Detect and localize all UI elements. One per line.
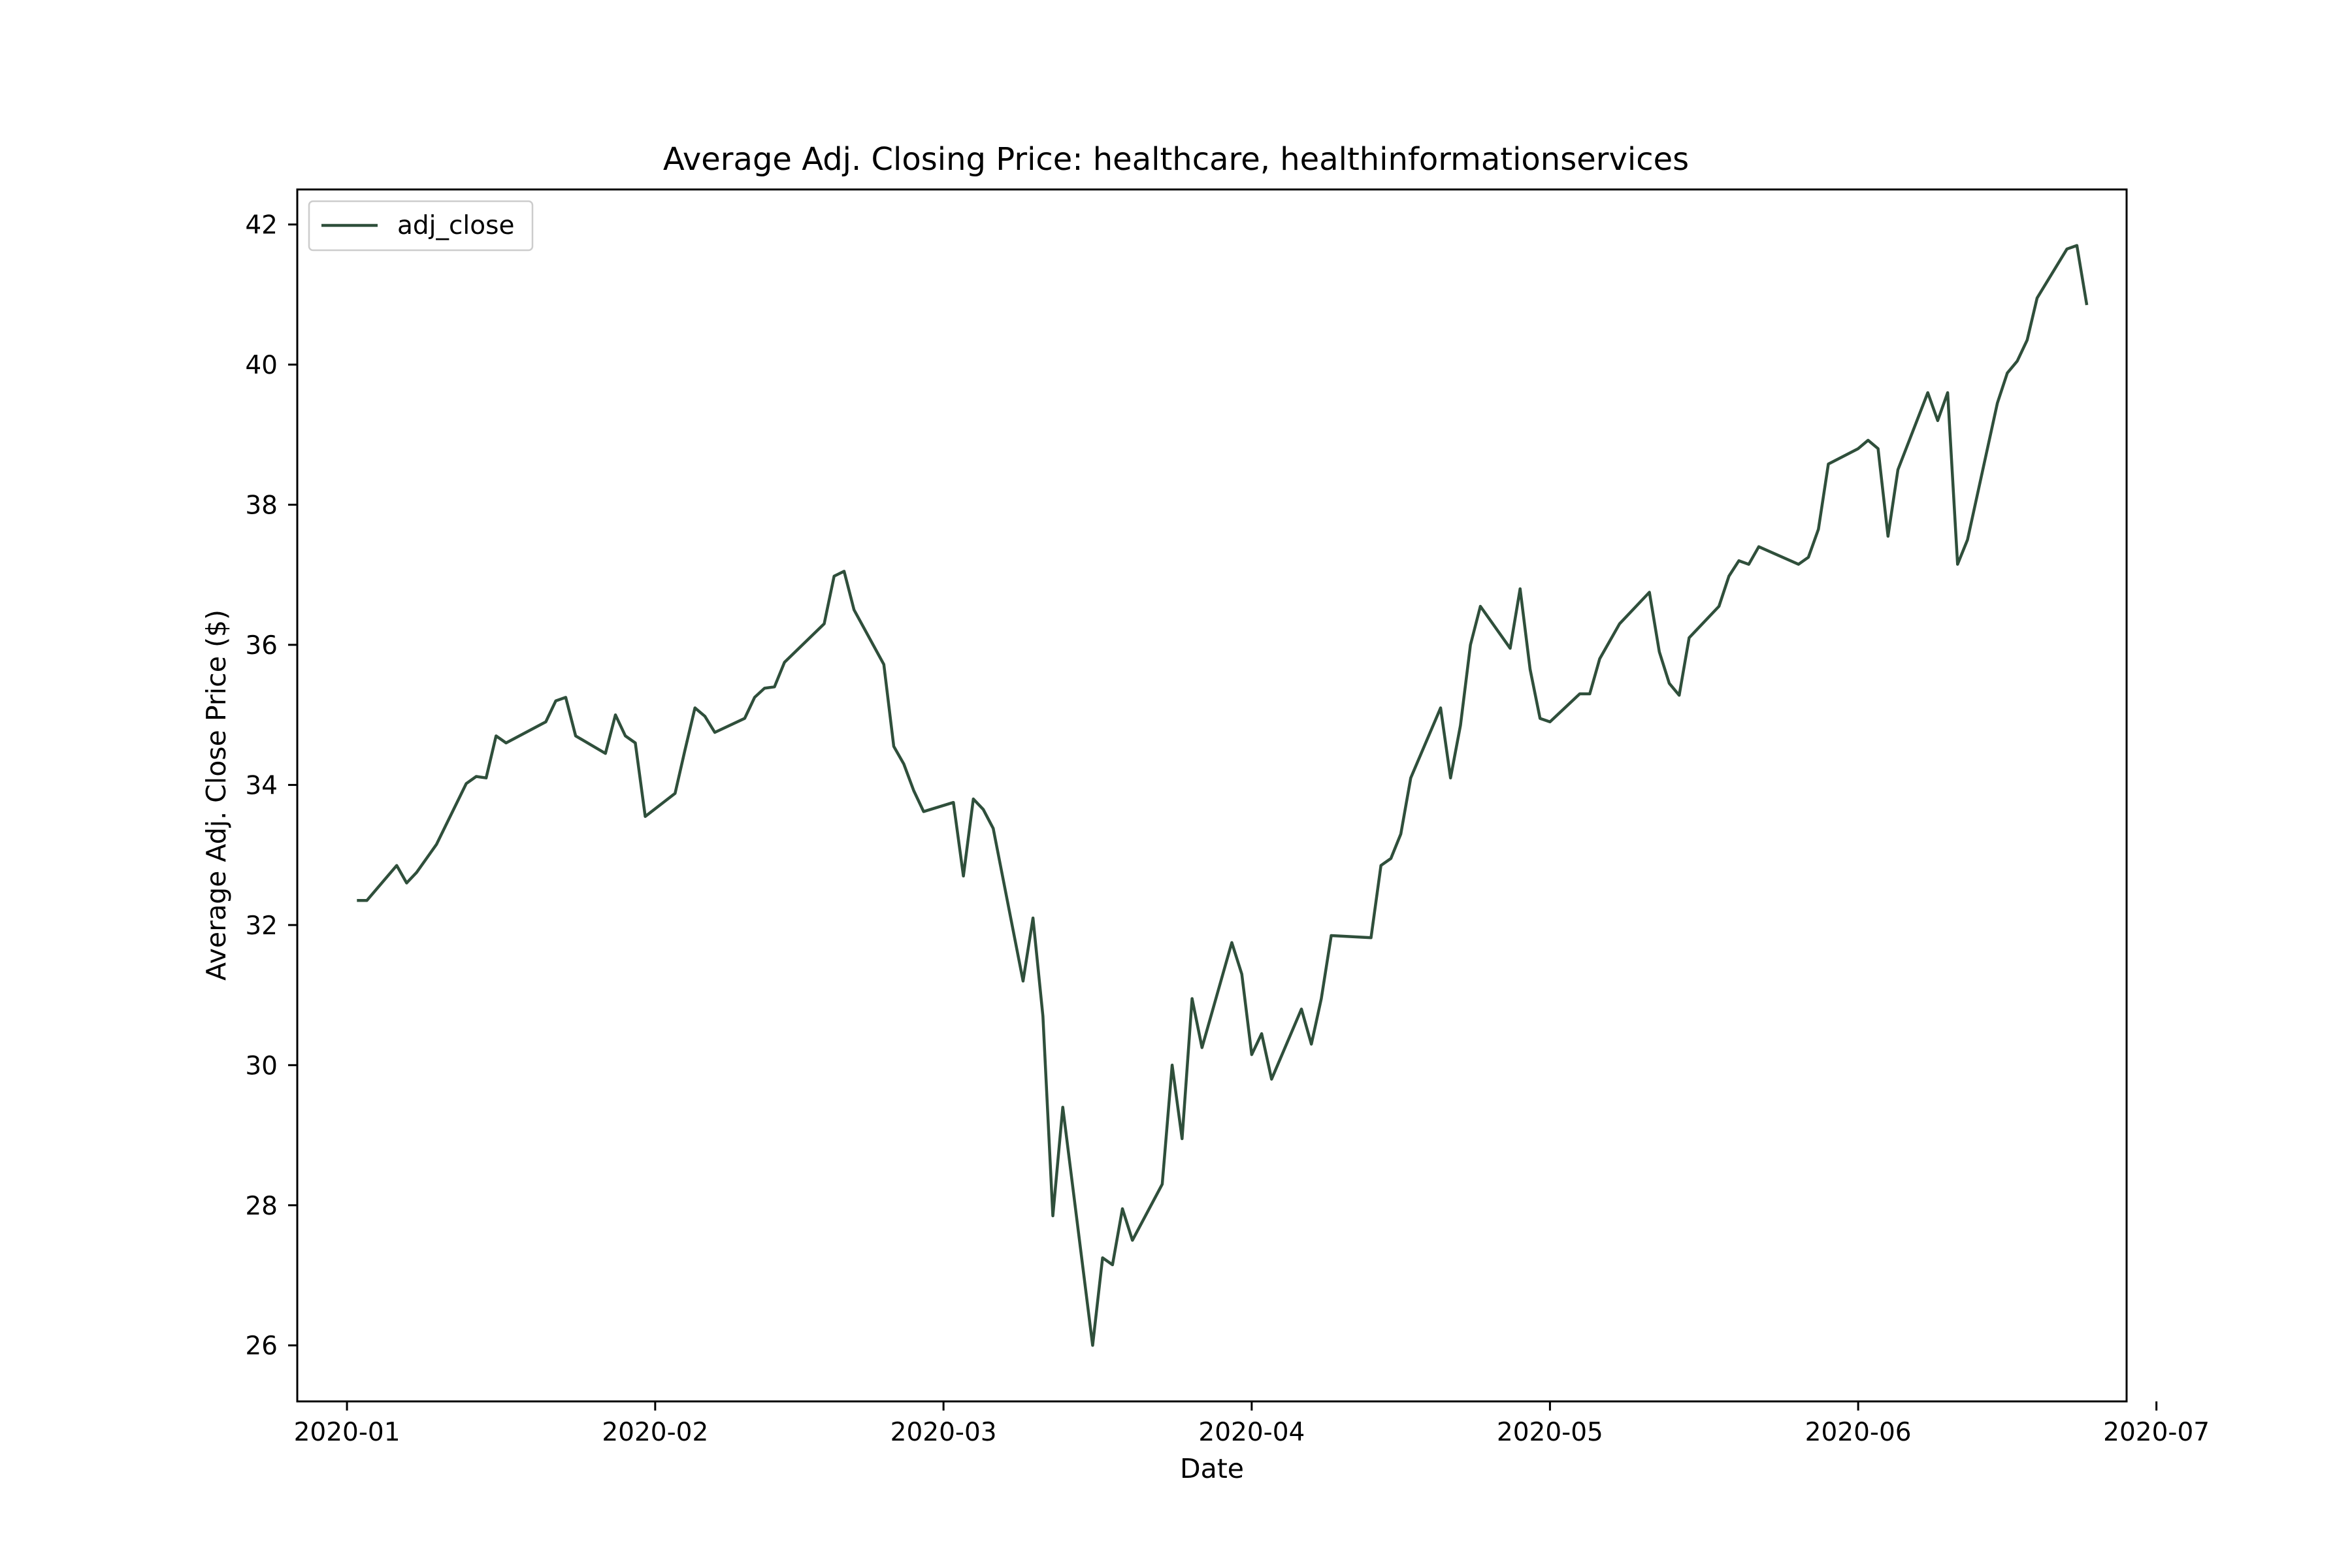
series-line-adj-close (357, 244, 2089, 1347)
legend-box (308, 200, 534, 252)
chart-title: Average Adj. Closing Price: healthcare, … (663, 141, 1689, 178)
x-axis-ticks: 2020-01 2020-02 2020-03 2020-04 2020-05 2020-… (294, 1401, 2210, 1447)
y-tick-label: 34 (245, 771, 278, 800)
x-tick-label: 2020-04 (1198, 1418, 1305, 1447)
y-tick-label: 30 (245, 1051, 278, 1081)
x-tick-label: 2020-06 (1805, 1418, 1912, 1447)
y-axis-label: Average Adj. Close Price ($) (201, 610, 232, 981)
y-tick-label: 42 (245, 211, 278, 240)
y-tick-label: 38 (245, 491, 278, 521)
x-tick-label: 2020-05 (1497, 1418, 1603, 1447)
x-axis-label: Date (1180, 1453, 1244, 1484)
x-tick-label: 2020-07 (2103, 1418, 2210, 1447)
y-axis-ticks: 26 28 30 32 34 36 38 40 42 (245, 211, 297, 1361)
x-tick-label: 2020-01 (294, 1418, 400, 1447)
legend-label-adj-close: adj_close (397, 211, 514, 240)
y-tick-label: 36 (245, 631, 278, 661)
x-tick-label: 2020-02 (602, 1418, 708, 1447)
y-tick-label: 40 (245, 351, 278, 380)
x-tick-label: 2020-03 (890, 1418, 997, 1447)
y-tick-label: 28 (245, 1192, 278, 1221)
y-tick-label: 32 (245, 911, 278, 941)
y-tick-label: 26 (245, 1331, 278, 1361)
plot-area-frame (296, 188, 2128, 1403)
legend: adj_close (308, 200, 534, 252)
